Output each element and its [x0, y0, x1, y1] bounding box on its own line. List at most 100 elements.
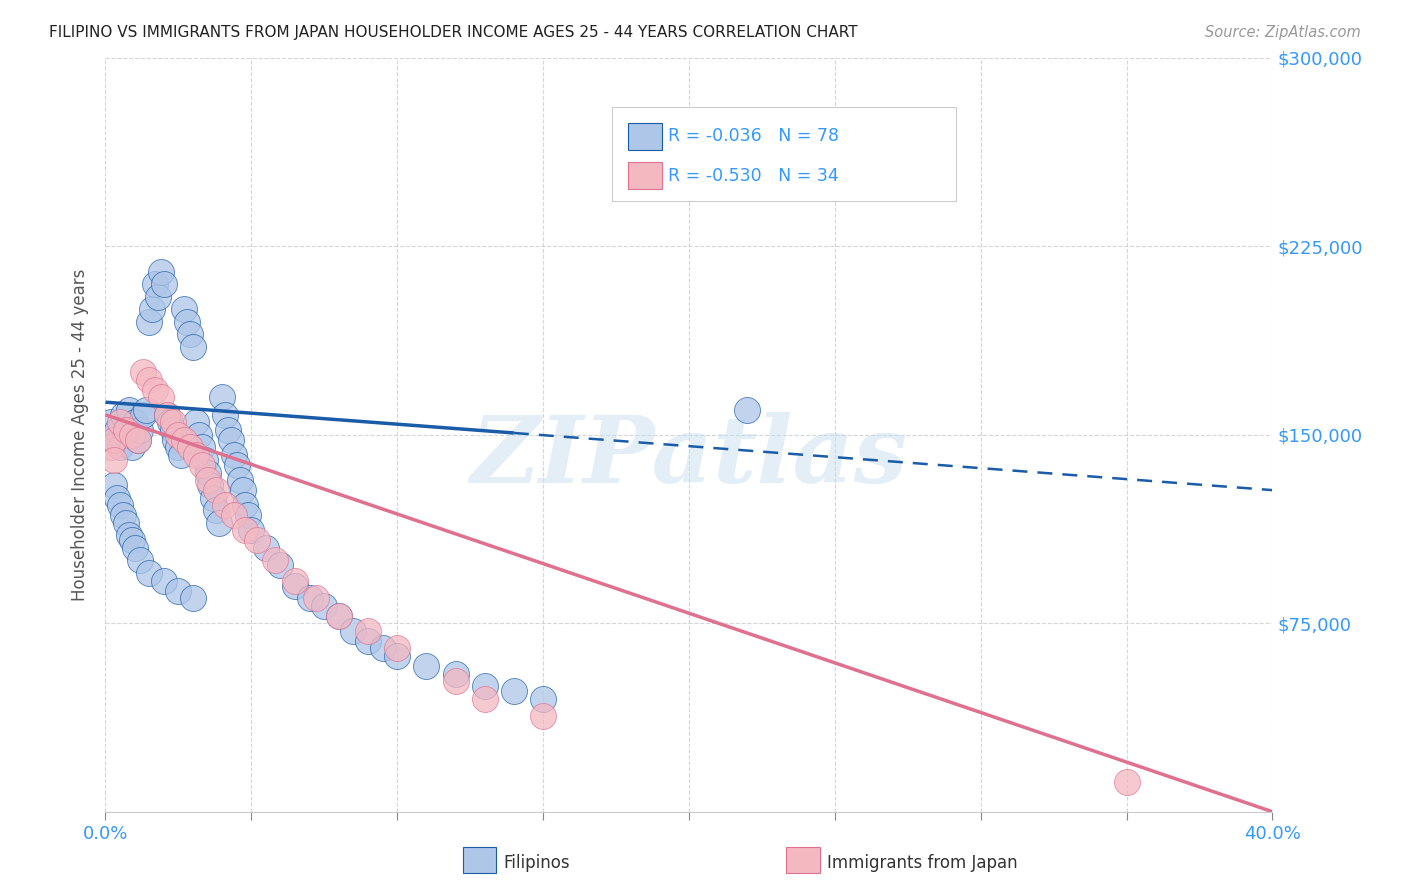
Point — [217, 423, 239, 437]
Point — [298, 591, 321, 606]
Point — [225, 458, 247, 472]
Point — [100, 415, 122, 429]
Point — [415, 659, 437, 673]
Point — [202, 491, 225, 505]
Point — [149, 264, 172, 278]
Text: Filipinos: Filipinos — [503, 854, 569, 871]
Point — [138, 315, 160, 329]
Point — [143, 383, 166, 397]
Point — [254, 541, 277, 555]
Text: R = -0.036   N = 78: R = -0.036 N = 78 — [668, 128, 839, 145]
Point — [138, 373, 160, 387]
Point — [105, 423, 128, 437]
Text: Immigrants from Japan: Immigrants from Japan — [827, 854, 1018, 871]
Point — [170, 448, 193, 462]
Point — [129, 553, 152, 567]
Point — [105, 491, 128, 505]
Point — [246, 533, 269, 548]
Point — [167, 441, 190, 455]
Point — [328, 608, 350, 623]
Point — [357, 633, 380, 648]
Point — [124, 541, 146, 555]
Point — [121, 533, 143, 548]
Point — [108, 415, 131, 429]
Point — [211, 390, 233, 404]
Point — [181, 340, 204, 354]
Point — [179, 327, 201, 342]
Text: R = -0.530   N = 34: R = -0.530 N = 34 — [668, 167, 838, 185]
Point — [103, 433, 125, 447]
Point — [314, 599, 336, 613]
Point — [167, 583, 190, 598]
Point — [194, 453, 217, 467]
Point — [269, 558, 292, 573]
Point — [156, 408, 179, 422]
Point — [132, 408, 155, 422]
Point — [159, 415, 181, 429]
Point — [167, 427, 190, 442]
Point — [162, 415, 184, 429]
Point — [208, 516, 231, 530]
Point — [444, 666, 467, 681]
Point — [181, 591, 204, 606]
Point — [737, 402, 759, 417]
Point — [118, 528, 141, 542]
Point — [103, 433, 125, 447]
Point — [162, 423, 184, 437]
Point — [531, 709, 554, 723]
Point — [129, 423, 152, 437]
Point — [205, 483, 228, 497]
Point — [444, 674, 467, 689]
Point — [115, 423, 138, 437]
Point — [176, 315, 198, 329]
Point — [118, 402, 141, 417]
Point — [219, 433, 242, 447]
Point — [115, 516, 138, 530]
Point — [304, 591, 326, 606]
Point — [108, 498, 131, 512]
Point — [173, 302, 195, 317]
Point — [190, 441, 212, 455]
Point — [190, 458, 212, 472]
Point — [143, 277, 166, 291]
Point — [165, 433, 187, 447]
Point — [153, 574, 174, 588]
Point — [371, 641, 394, 656]
Point — [205, 503, 228, 517]
Point — [240, 524, 263, 538]
Point — [214, 408, 236, 422]
Y-axis label: Householder Income Ages 25 - 44 years: Householder Income Ages 25 - 44 years — [72, 268, 90, 601]
Point — [214, 498, 236, 512]
Point — [156, 408, 179, 422]
Point — [111, 508, 134, 523]
Point — [184, 415, 207, 429]
Point — [184, 448, 207, 462]
Point — [284, 574, 307, 588]
Point — [197, 473, 219, 487]
Point — [108, 441, 131, 455]
Point — [103, 453, 125, 467]
Point — [531, 691, 554, 706]
Point — [232, 483, 254, 497]
Point — [127, 433, 149, 447]
Point — [474, 679, 496, 693]
Point — [328, 608, 350, 623]
Point — [121, 427, 143, 442]
Point — [1115, 774, 1137, 789]
Point — [238, 508, 260, 523]
Point — [173, 433, 195, 447]
Point — [179, 441, 201, 455]
Point — [124, 415, 146, 429]
Point — [357, 624, 380, 638]
Point — [138, 566, 160, 580]
Point — [503, 684, 526, 698]
Point — [100, 441, 122, 455]
Text: ZIPatlas: ZIPatlas — [471, 412, 907, 502]
Point — [141, 302, 163, 317]
Point — [103, 478, 125, 492]
Point — [197, 466, 219, 480]
Point — [228, 473, 250, 487]
Text: Source: ZipAtlas.com: Source: ZipAtlas.com — [1205, 25, 1361, 40]
Text: FILIPINO VS IMMIGRANTS FROM JAPAN HOUSEHOLDER INCOME AGES 25 - 44 YEARS CORRELAT: FILIPINO VS IMMIGRANTS FROM JAPAN HOUSEH… — [49, 25, 858, 40]
Point — [187, 427, 209, 442]
